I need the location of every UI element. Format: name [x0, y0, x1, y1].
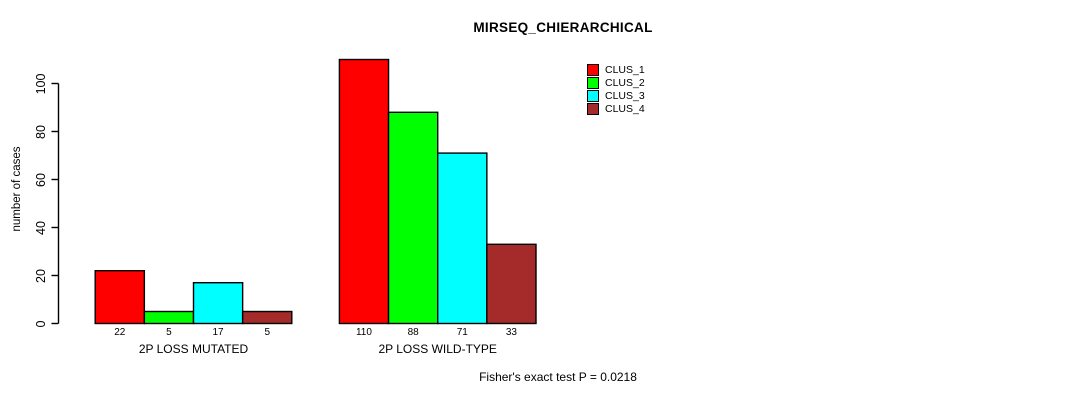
y-tick-label: 20 — [34, 268, 48, 283]
bar-CLUS_4 — [486, 243, 537, 325]
legend-swatch-CLUS_1 — [587, 64, 599, 77]
bar-CLUS_2 — [143, 310, 195, 325]
bar-value-label: 33 — [505, 326, 517, 338]
bar-CLUS_4 — [241, 310, 293, 325]
bar-CLUS_1 — [338, 58, 390, 325]
bar-CLUS_3 — [192, 282, 244, 325]
caption-fisher-test: Fisher's exact test P = 0.0218 — [479, 370, 637, 384]
bar-CLUS_2 — [387, 111, 439, 325]
y-tick-label: 40 — [34, 220, 48, 235]
y-tick-label: 60 — [34, 172, 48, 187]
legend-item: CLUS_4 — [587, 103, 645, 116]
legend-item: CLUS_2 — [587, 77, 645, 90]
bar-value-label: 71 — [456, 326, 468, 338]
legend-swatch-CLUS_3 — [587, 90, 599, 103]
bar-value-label: 22 — [114, 326, 126, 338]
bar-value-label: 110 — [355, 326, 372, 338]
legend-item: CLUS_3 — [587, 90, 645, 103]
category-label: 2P LOSS MUTATED — [138, 341, 249, 356]
bar-CLUS_1 — [94, 270, 146, 325]
chart-title: MIRSEQ_CHIERARCHICAL — [473, 20, 653, 35]
legend: CLUS_1 CLUS_2 CLUS_3 CLUS_4 — [587, 64, 645, 116]
legend-label: CLUS_3 — [605, 89, 645, 102]
legend-label: CLUS_1 — [605, 63, 645, 76]
legend-swatch-CLUS_2 — [587, 77, 599, 90]
bar-value-label: 5 — [264, 326, 270, 338]
bar-CLUS_3 — [437, 152, 488, 325]
legend-item: CLUS_1 — [587, 64, 645, 77]
y-tick-label: 0 — [34, 320, 48, 327]
legend-label: CLUS_4 — [605, 102, 645, 115]
legend-label: CLUS_2 — [605, 76, 645, 89]
bar-value-label: 5 — [166, 326, 172, 338]
y-tick-label: 100 — [34, 73, 48, 94]
category-label: 2P LOSS WILD-TYPE — [378, 341, 497, 356]
bar-value-label: 17 — [212, 326, 224, 338]
y-tick-label: 80 — [34, 124, 48, 139]
bar-value-label: 88 — [407, 326, 419, 338]
legend-swatch-CLUS_4 — [587, 103, 599, 116]
